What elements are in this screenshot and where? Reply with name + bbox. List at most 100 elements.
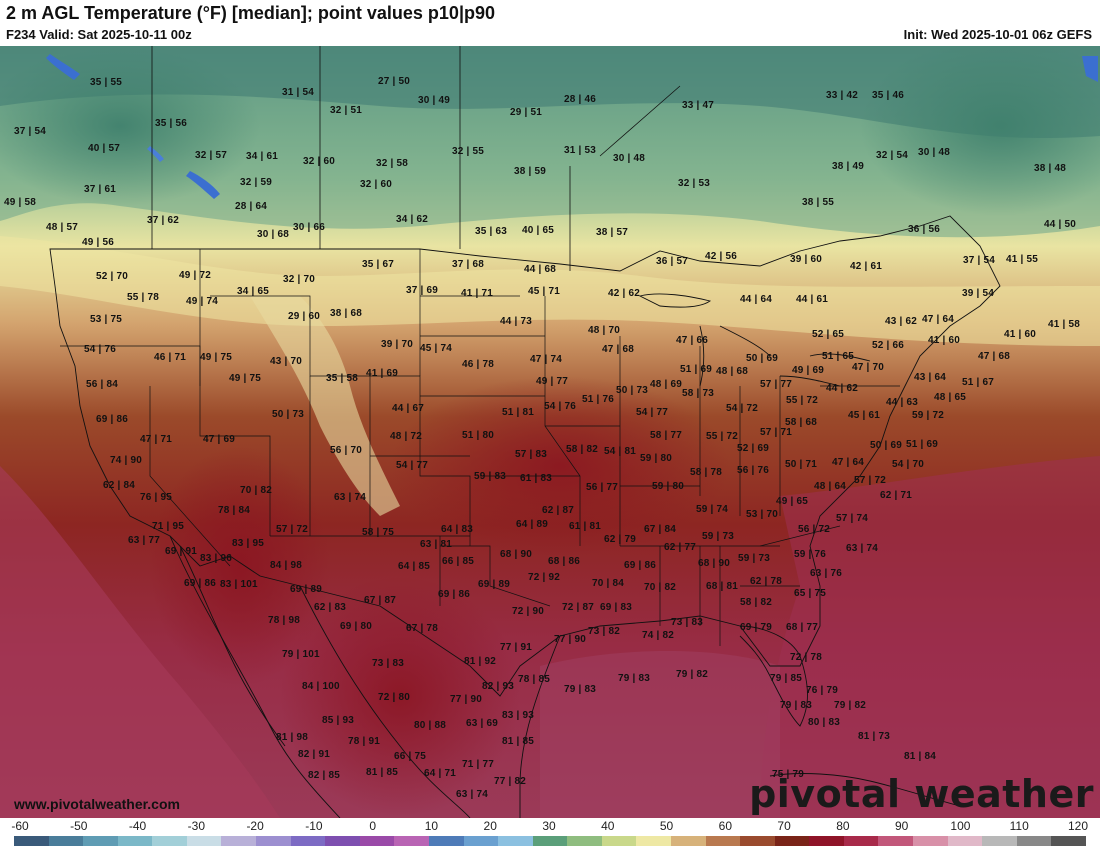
brand-logo: pivotal weather xyxy=(749,772,1094,816)
point-value-label: 46 | 71 xyxy=(154,352,187,363)
point-value-label: 49 | 74 xyxy=(186,296,219,307)
point-value-label: 69 | 89 xyxy=(290,584,323,595)
point-value-label: 28 | 46 xyxy=(564,94,597,105)
point-value-label: 73 | 83 xyxy=(671,617,704,628)
point-value-label: 81 | 98 xyxy=(276,732,309,743)
point-value-label: 66 | 85 xyxy=(442,556,475,567)
point-value-label: 35 | 46 xyxy=(872,90,905,101)
legend-color-swatch xyxy=(152,836,187,846)
point-value-label: 35 | 63 xyxy=(475,226,508,237)
point-value-label: 30 | 48 xyxy=(613,153,646,164)
point-value-label: 84 | 100 xyxy=(302,681,340,692)
point-value-label: 74 | 90 xyxy=(110,455,143,466)
legend-color-swatch xyxy=(636,836,671,846)
point-value-label: 51 | 81 xyxy=(502,407,535,418)
point-value-label: 52 | 65 xyxy=(812,329,845,340)
point-value-label: 54 | 81 xyxy=(604,446,637,457)
point-value-label: 58 | 82 xyxy=(740,597,773,608)
point-value-label: 84 | 98 xyxy=(270,560,303,571)
point-value-label: 79 | 82 xyxy=(676,669,709,680)
point-value-label: 62 | 78 xyxy=(750,576,783,587)
legend-color-swatch xyxy=(221,836,257,846)
point-value-label: 37 | 69 xyxy=(406,285,439,296)
point-value-label: 77 | 91 xyxy=(500,642,533,653)
point-value-label: 51 | 67 xyxy=(962,377,995,388)
point-value-label: 57 | 72 xyxy=(854,475,887,486)
point-value-label: 81 | 73 xyxy=(858,731,891,742)
point-value-label: 43 | 70 xyxy=(270,356,303,367)
point-value-label: 47 | 69 xyxy=(203,434,236,445)
point-value-label: 36 | 56 xyxy=(908,224,941,235)
point-value-label: 44 | 68 xyxy=(524,264,557,275)
point-value-label: 68 | 77 xyxy=(786,622,819,633)
point-value-label: 69 | 86 xyxy=(438,589,471,600)
point-value-label: 41 | 69 xyxy=(366,368,399,379)
point-value-label: 75 | 79 xyxy=(772,769,805,780)
point-value-label: 40 | 65 xyxy=(522,225,555,236)
point-value-label: 79 | 82 xyxy=(834,700,867,711)
temperature-map: 35 | 55 31 | 54 27 | 50 30 | 49 32 | 51 29 | … xyxy=(0,46,1100,818)
point-value-label: 57 | 83 xyxy=(515,449,548,460)
point-value-label: 58 | 73 xyxy=(682,388,715,399)
point-value-label: 38 | 68 xyxy=(330,308,363,319)
legend-color-swatch xyxy=(428,836,464,846)
point-value-label: 71 | 95 xyxy=(152,521,185,532)
point-value-label: 47 | 64 xyxy=(922,314,955,325)
point-value-label: 57 | 71 xyxy=(760,427,793,438)
point-value-label: 50 | 73 xyxy=(272,409,305,420)
point-value-label: 54 | 77 xyxy=(396,460,429,471)
point-value-label: 83 | 93 xyxy=(502,710,535,721)
point-value-label: 77 | 90 xyxy=(554,634,587,645)
point-value-label: 39 | 60 xyxy=(790,254,823,265)
point-value-label: 57 | 74 xyxy=(836,513,869,524)
point-value-label: 47 | 64 xyxy=(832,457,865,468)
point-value-label: 39 | 54 xyxy=(962,288,995,299)
point-value-label: 78 | 84 xyxy=(218,505,251,516)
legend-tick-label: 40 xyxy=(601,819,615,833)
point-value-label: 51 | 69 xyxy=(680,364,713,375)
point-value-label: 83 | 95 xyxy=(232,538,265,549)
point-value-label: 41 | 60 xyxy=(928,335,961,346)
point-value-label: 36 | 57 xyxy=(656,256,689,267)
point-value-label: 63 | 76 xyxy=(810,568,843,579)
legend-color-swatch xyxy=(913,836,948,846)
point-value-label: 44 | 62 xyxy=(826,383,859,394)
legend-tick-label: 110 xyxy=(1009,819,1029,833)
point-value-label: 59 | 73 xyxy=(738,553,771,564)
legend-color-swatch xyxy=(394,836,429,846)
point-value-label: 66 | 75 xyxy=(394,751,427,762)
point-value-label: 68 | 90 xyxy=(698,558,731,569)
point-value-label: 77 | 82 xyxy=(494,776,527,787)
point-value-label: 81 | 85 xyxy=(366,767,399,778)
point-value-label: 74 | 82 xyxy=(642,630,675,641)
legend-tick-label: 0 xyxy=(369,819,376,833)
legend-color-swatch xyxy=(532,836,568,846)
legend-tick-label: 120 xyxy=(1067,819,1089,833)
legend-color-swatch xyxy=(463,836,499,846)
website-watermark: www.pivotalweather.com xyxy=(14,796,180,812)
point-value-label: 50 | 71 xyxy=(785,459,818,470)
legend-tick-label: -50 xyxy=(70,819,88,833)
point-value-label: 69 | 86 xyxy=(184,578,217,589)
lake-shape xyxy=(147,146,164,162)
point-value-label: 52 | 66 xyxy=(872,340,905,351)
point-value-label: 56 | 77 xyxy=(586,482,619,493)
point-value-label: 51 | 80 xyxy=(462,430,495,441)
point-value-label: 56 | 70 xyxy=(330,445,363,456)
point-value-label: 72 | 92 xyxy=(528,572,561,583)
point-value-label: 55 | 78 xyxy=(127,292,160,303)
point-value-label: 69 | 91 xyxy=(165,546,198,557)
point-value-label: 44 | 63 xyxy=(886,397,919,408)
point-value-label: 62 | 83 xyxy=(314,602,347,613)
point-value-label: 48 | 70 xyxy=(588,325,621,336)
point-value-label: 58 | 82 xyxy=(566,444,599,455)
point-value-label: 44 | 50 xyxy=(1044,219,1077,230)
legend-color-swatch xyxy=(117,836,153,846)
legend-color-swatch xyxy=(878,836,914,846)
point-value-label: 47 | 74 xyxy=(530,354,563,365)
point-value-label: 37 | 68 xyxy=(452,259,485,270)
point-value-label: 70 | 84 xyxy=(592,578,625,589)
point-value-label: 41 | 71 xyxy=(461,288,494,299)
point-value-label: 73 | 83 xyxy=(372,658,405,669)
point-value-label: 35 | 55 xyxy=(90,77,123,88)
